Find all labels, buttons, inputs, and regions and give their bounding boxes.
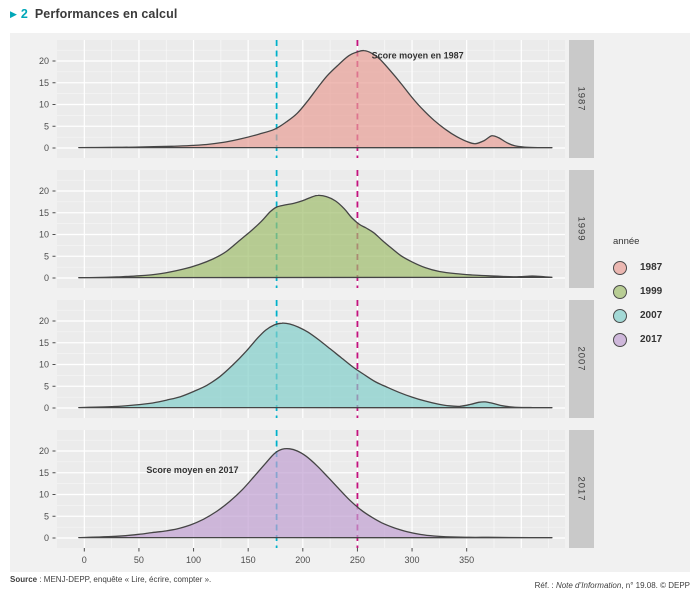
density-curve-1999 — [78, 194, 553, 279]
facet-strip — [569, 170, 594, 288]
y-axis-label: 10 — [39, 100, 49, 110]
x-axis-label: 150 — [241, 555, 256, 565]
facet-strip-label: 1987 — [576, 86, 587, 111]
facet-panel-2017: 0 5 10 15 20 2017 Score moyen en 2017 — [39, 430, 594, 548]
x-axis-label: 350 — [459, 555, 474, 565]
section-marker-icon: ▶ — [10, 8, 17, 19]
legend-item-label: 1999 — [640, 286, 663, 297]
ref-title: Note d’Information — [555, 581, 622, 590]
y-axis-label: 10 — [39, 230, 49, 240]
page-title: ▶ 2 Performances en calcul — [10, 7, 177, 21]
legend-item: 1999 — [613, 284, 662, 299]
y-axis-label: 0 — [44, 403, 49, 413]
y-axis-label: 20 — [39, 186, 49, 196]
mean-line-annotation: Score moyen en 2017 — [146, 465, 238, 475]
source-label: Source — [10, 575, 38, 584]
facet-panel-1999: 0 5 10 15 20 1999 — [39, 170, 594, 288]
facet-panel-2007: 0 5 10 15 20 2007 — [39, 300, 594, 418]
ref-suffix: , n° 19.08. © DEPP — [621, 581, 690, 590]
x-axis-label: 0 — [82, 555, 87, 565]
density-curve-2007 — [78, 322, 553, 409]
y-axis-label: 20 — [39, 316, 49, 326]
legend-swatch-1999 — [613, 284, 627, 299]
legend: année 1987 1999 2007 2017 — [613, 236, 662, 356]
legend-item: 2017 — [613, 332, 662, 347]
legend-swatch-2017 — [613, 332, 627, 347]
legend-swatch-2007 — [613, 308, 627, 323]
facet-strip-label: 2007 — [576, 346, 587, 371]
y-axis-label: 0 — [44, 143, 49, 153]
source-note: Source : MENJ-DEPP, enquête « Lire, écri… — [10, 575, 211, 584]
density-curve-2017 — [78, 447, 553, 539]
y-axis-label: 0 — [44, 533, 49, 543]
y-axis-label: 10 — [39, 360, 49, 370]
facet-strip-label: 1999 — [576, 216, 587, 241]
facet-strip — [569, 300, 594, 418]
reference-note: Réf. : Note d’Information, n° 19.08. © D… — [535, 581, 690, 590]
legend-title: année — [613, 236, 640, 247]
y-axis-label: 15 — [39, 208, 49, 218]
y-axis-label: 15 — [39, 468, 49, 478]
page-title-text: Performances en calcul — [34, 7, 178, 21]
y-axis-label: 5 — [44, 511, 49, 521]
x-axis-label: 250 — [350, 555, 365, 565]
y-axis-label: 15 — [39, 338, 49, 348]
facet-strip-label: 2017 — [576, 476, 587, 501]
facet-strip — [569, 40, 594, 158]
y-axis-label: 5 — [44, 251, 49, 261]
y-axis-label: 0 — [44, 273, 49, 283]
mean-line-annotation: Score moyen en 1987 — [372, 50, 464, 60]
legend-item: 2007 — [613, 308, 662, 323]
section-number: 2 — [20, 7, 28, 21]
y-axis-label: 15 — [39, 78, 49, 88]
y-axis-label: 5 — [44, 121, 49, 131]
y-axis-label: 10 — [39, 490, 49, 500]
legend-item-label: 1987 — [640, 262, 663, 273]
x-axis-label: 100 — [186, 555, 201, 565]
facet-strip — [569, 430, 594, 548]
x-axis-label: 300 — [405, 555, 420, 565]
source-text: : MENJ-DEPP, enquête « Lire, écrire, com… — [37, 575, 212, 584]
legend-swatch-1987 — [613, 260, 627, 275]
facet-panel-1987: 0 5 10 15 20 1987 Score moyen en 1987 — [39, 40, 594, 158]
legend-item-label: 2007 — [640, 310, 663, 321]
ref-prefix: Réf. : — [534, 581, 556, 590]
density-curve-1987 — [78, 49, 553, 149]
legend-item-label: 2017 — [640, 334, 663, 345]
x-axis-label: 50 — [134, 555, 144, 565]
x-axis-label: 200 — [295, 555, 310, 565]
y-axis-label: 20 — [39, 446, 49, 456]
y-axis-label: 5 — [44, 381, 49, 391]
y-axis-label: 20 — [39, 56, 49, 66]
legend-item: 1987 — [613, 260, 662, 275]
